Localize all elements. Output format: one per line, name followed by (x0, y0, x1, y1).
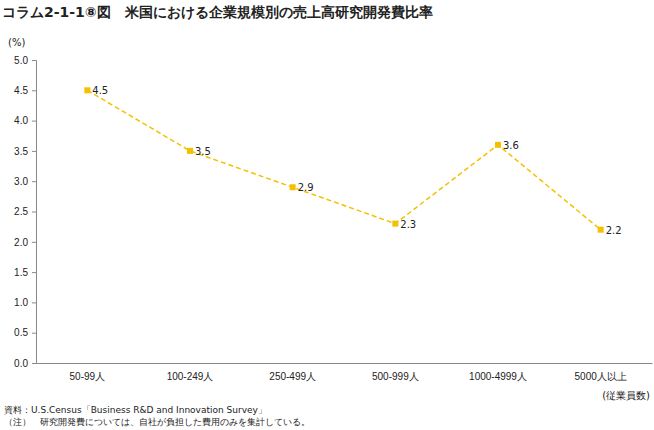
y-tick-mark (32, 272, 36, 273)
y-tick-label: 3.0 (14, 176, 28, 187)
marker (290, 184, 296, 190)
x-tick: 5000人以上 (575, 363, 627, 382)
y-tick-mark (32, 333, 36, 334)
data-label: 2.9 (298, 182, 314, 193)
marker (495, 142, 501, 148)
y-tick-label: 0.5 (14, 327, 28, 338)
y-tick: 3.0 (14, 176, 36, 187)
y-tick-label: 1.0 (14, 297, 28, 308)
y-tick: 1.5 (14, 267, 36, 278)
y-tick: 5.0 (14, 55, 36, 66)
y-axis-line (32, 61, 37, 364)
y-tick: 4.5 (14, 85, 36, 96)
y-tick-mark (32, 242, 36, 243)
x-axis-line (37, 363, 653, 364)
notes: 資料：U.S.Census「Business R&D and Innovatio… (4, 405, 310, 427)
marker (598, 227, 604, 233)
marker (84, 87, 90, 93)
y-tick-mark (32, 90, 36, 91)
x-tick: 1000-4999人 (469, 363, 527, 382)
y-axis: 0.0 0.5 1.0 1.5 2.0 2.5 3.0 3.5 4.0 4.5 5.0 (14, 55, 36, 369)
x-tick: 50-99人 (70, 363, 106, 382)
marker (392, 221, 398, 227)
y-tick-mark (32, 363, 36, 364)
y-tick-label: 2.5 (14, 206, 28, 217)
y-tick: 2.5 (14, 206, 36, 217)
x-axis-label: (従業員数) (602, 390, 650, 401)
y-tick: 4.0 (14, 115, 36, 126)
y-tick-label: 5.0 (14, 55, 28, 66)
y-tick-mark (32, 212, 36, 213)
x-tick: 100-249人 (167, 363, 214, 382)
y-tick-label: 0.0 (14, 358, 28, 369)
y-tick-mark (32, 60, 36, 61)
x-tick-label: 1000-4999人 (469, 371, 527, 382)
data-label: 2.2 (606, 225, 622, 236)
y-tick-label: 1.5 (14, 267, 28, 278)
title: コラム2-1-1⑧図 米国における企業規模別の売上高研究開発費比率 (2, 4, 433, 20)
plot (84, 87, 603, 232)
data-label: 3.6 (503, 140, 519, 151)
y-tick-label: 3.5 (14, 146, 28, 157)
y-tick-label: 4.5 (14, 85, 28, 96)
y-tick-mark (32, 302, 36, 303)
y-tick: 2.0 (14, 237, 36, 248)
y-tick-mark (32, 151, 36, 152)
y-tick-label: 4.0 (14, 115, 28, 126)
data-label: 3.5 (195, 146, 211, 157)
x-tick: 500-999人 (372, 363, 419, 382)
y-tick-label: 2.0 (14, 237, 28, 248)
x-tick-label: 500-999人 (372, 371, 419, 382)
y-tick-mark (32, 181, 36, 182)
x-tick: 250-499人 (269, 363, 316, 382)
y-tick: 0.5 (14, 327, 36, 338)
y-axis-label: (%) (8, 37, 25, 48)
data-label: 2.3 (400, 219, 416, 230)
x-tick-label: 50-99人 (70, 371, 106, 382)
line (87, 90, 600, 229)
note: 資料：U.S.Census「Business R&D and Innovatio… (4, 405, 267, 415)
data-label: 4.5 (92, 85, 108, 96)
y-tick: 0.0 (14, 358, 36, 369)
x-tick-label: 100-249人 (167, 371, 214, 382)
note: （注） 研究開発費については、自社が負担した費用のみを集計している。 (4, 417, 310, 427)
y-tick: 1.0 (14, 297, 36, 308)
x-tick-label: 250-499人 (269, 371, 316, 382)
y-tick-mark (32, 121, 36, 122)
chart: コラム2-1-1⑧図 米国における企業規模別の売上高研究開発費比率 0.0 0.5 1… (0, 0, 654, 430)
x-axis: 50-99人 100-249人 250-499人 500-999人 1000-4999人… (37, 363, 653, 382)
y-tick: 3.5 (14, 146, 36, 157)
x-tick-label: 5000人以上 (575, 371, 627, 382)
marker (187, 148, 193, 154)
data-labels: 4.5 3.5 2.9 2.3 3.6 2.2 (92, 85, 621, 235)
